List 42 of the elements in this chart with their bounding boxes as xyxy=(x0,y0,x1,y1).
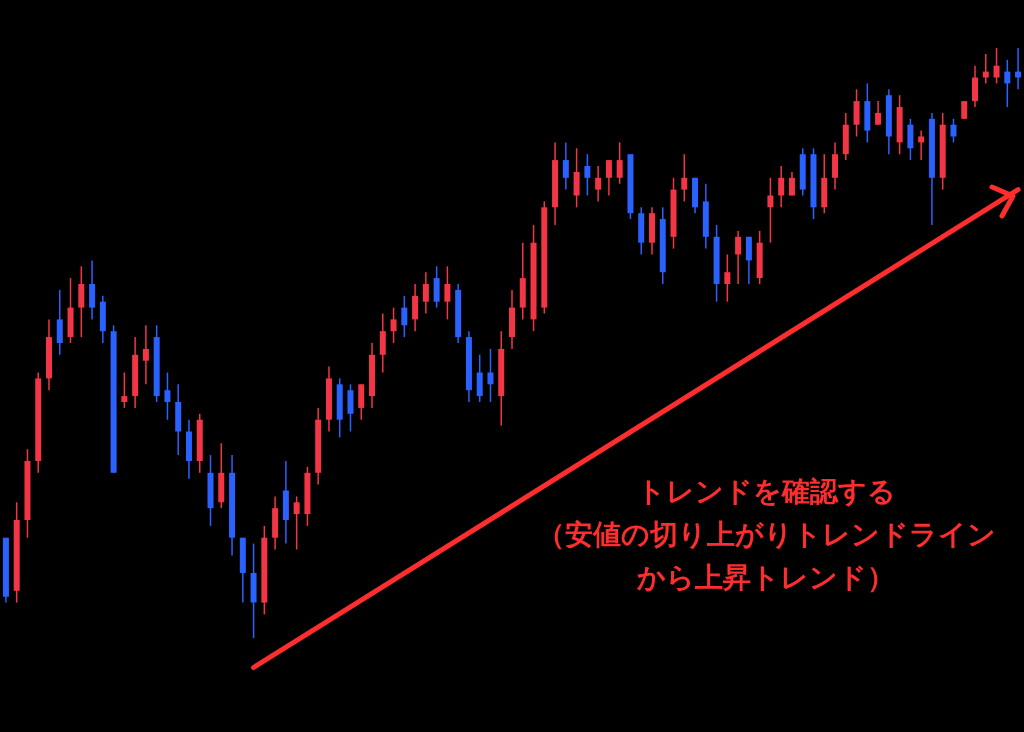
candlestick xyxy=(735,230,742,285)
candlestick xyxy=(832,141,839,191)
candlestick xyxy=(379,312,386,374)
candlestick xyxy=(584,153,591,197)
candlestick xyxy=(476,354,483,403)
candlestick xyxy=(853,88,860,138)
candlestick xyxy=(444,265,451,321)
candlestick xyxy=(347,383,354,433)
candlestick xyxy=(767,177,774,244)
candlestick xyxy=(401,295,408,338)
candlestick xyxy=(56,289,63,356)
candlestick xyxy=(142,324,149,386)
candlestick xyxy=(681,153,688,203)
candlestick xyxy=(605,159,612,197)
candlestick xyxy=(293,495,300,551)
candlestick xyxy=(778,165,785,209)
candlestick xyxy=(164,371,171,421)
candlestick xyxy=(745,236,752,285)
candlestick xyxy=(121,371,128,409)
candlestick xyxy=(788,171,795,197)
annotation: トレンドを確認する（安値の切り上がりトレンドラインから上昇トレンド） xyxy=(536,475,996,594)
candlestick xyxy=(724,253,731,303)
candlestick xyxy=(1015,47,1022,91)
candlestick xyxy=(573,147,580,209)
candlestick xyxy=(972,64,979,108)
candlestick xyxy=(982,53,989,85)
candlestick xyxy=(390,306,397,344)
candlestick xyxy=(950,118,957,144)
candlestick xyxy=(358,383,365,421)
candlestick xyxy=(412,283,419,332)
candlestick xyxy=(616,141,623,185)
candlestick xyxy=(1004,59,1011,108)
candlestick xyxy=(595,165,602,203)
candlestick xyxy=(875,100,882,126)
candlestick xyxy=(433,265,440,309)
candlestick xyxy=(422,271,429,315)
candlestick xyxy=(562,141,569,191)
candlestick xyxy=(487,348,494,403)
candlestick xyxy=(78,265,85,338)
candlestick xyxy=(89,259,96,321)
candlestick xyxy=(993,47,1000,85)
candlestick xyxy=(907,118,914,161)
